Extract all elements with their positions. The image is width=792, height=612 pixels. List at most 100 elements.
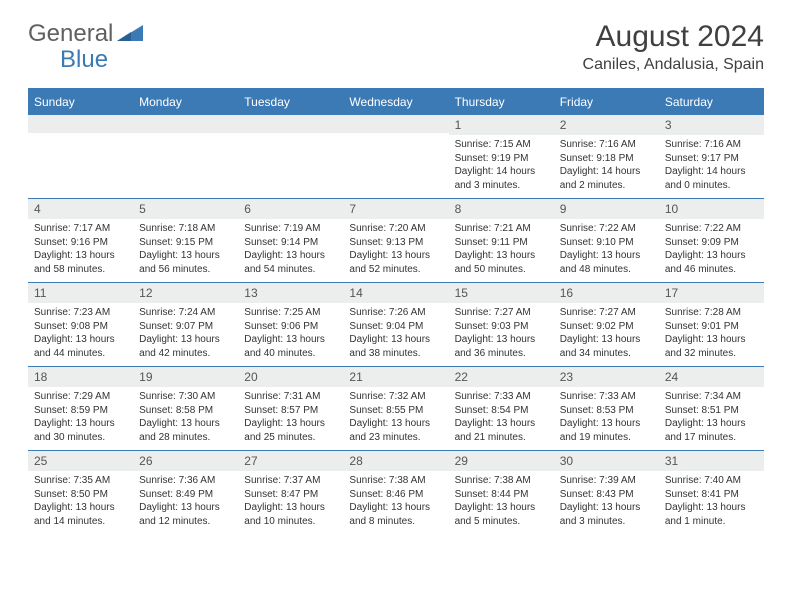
sunrise-text: Sunrise: 7:20 AM	[349, 222, 442, 236]
sunset-text: Sunset: 9:01 PM	[665, 320, 758, 334]
day-info: Sunrise: 7:30 AMSunset: 8:58 PMDaylight:…	[133, 387, 238, 444]
sunrise-text: Sunrise: 7:38 AM	[349, 474, 442, 488]
sunset-text: Sunset: 8:51 PM	[665, 404, 758, 418]
day-cell: 17 Sunrise: 7:28 AMSunset: 9:01 PMDayligh…	[659, 283, 764, 366]
day-info: Sunrise: 7:39 AMSunset: 8:43 PMDaylight:…	[554, 471, 659, 528]
sunrise-text: Sunrise: 7:40 AM	[665, 474, 758, 488]
sunrise-text: Sunrise: 7:37 AM	[244, 474, 337, 488]
daylight-text: Daylight: 13 hours and 48 minutes.	[560, 249, 653, 276]
sunset-text: Sunset: 9:04 PM	[349, 320, 442, 334]
day-cell: 25Sunrise: 7:35 AMSunset: 8:50 PMDayligh…	[28, 451, 133, 534]
day-cell: 6Sunrise: 7:19 AMSunset: 9:14 PMDaylight…	[238, 199, 343, 282]
sunset-text: Sunset: 8:58 PM	[139, 404, 232, 418]
day-number: 2	[554, 115, 659, 135]
daylight-text: Daylight: 13 hours and 23 minutes.	[349, 417, 442, 444]
sunset-text: Sunset: 9:06 PM	[244, 320, 337, 334]
logo-text-1: General	[28, 20, 113, 48]
sunset-text: Sunset: 9:14 PM	[244, 236, 337, 250]
day-info: Sunrise: 7:20 AMSunset: 9:13 PMDaylight:…	[343, 219, 448, 276]
day-cell: 26Sunrise: 7:36 AMSunset: 8:49 PMDayligh…	[133, 451, 238, 534]
day-info: Sunrise: 7:15 AMSunset: 9:19 PMDaylight:…	[449, 135, 554, 192]
sunrise-text: Sunrise: 7:32 AM	[349, 390, 442, 404]
day-info: Sunrise: 7:37 AMSunset: 8:47 PMDaylight:…	[238, 471, 343, 528]
sunrise-text: Sunrise: 7:35 AM	[34, 474, 127, 488]
weeks-container: 1Sunrise: 7:15 AMSunset: 9:19 PMDaylight…	[28, 114, 764, 534]
day-number: 4	[28, 199, 133, 219]
day-info: Sunrise: 7:33 AMSunset: 8:53 PMDaylight:…	[554, 387, 659, 444]
day-number: 13	[238, 283, 343, 303]
daylight-text: Daylight: 13 hours and 46 minutes.	[665, 249, 758, 276]
sunset-text: Sunset: 9:15 PM	[139, 236, 232, 250]
day-info: Sunrise: 7:16 AMSunset: 9:17 PMDaylight:…	[659, 135, 764, 192]
daylight-text: Daylight: 13 hours and 30 minutes.	[34, 417, 127, 444]
sunset-text: Sunset: 9:16 PM	[34, 236, 127, 250]
day-number: 23	[554, 367, 659, 387]
day-number: 16	[554, 283, 659, 303]
sunset-text: Sunset: 8:49 PM	[139, 488, 232, 502]
daylight-text: Daylight: 13 hours and 21 minutes.	[455, 417, 548, 444]
sunrise-text: Sunrise: 7:31 AM	[244, 390, 337, 404]
daylight-text: Daylight: 13 hours and 3 minutes.	[560, 501, 653, 528]
day-cell: 9Sunrise: 7:22 AMSunset: 9:10 PMDaylight…	[554, 199, 659, 282]
day-info: Sunrise: 7:18 AMSunset: 9:15 PMDaylight:…	[133, 219, 238, 276]
day-info: Sunrise: 7:38 AMSunset: 8:46 PMDaylight:…	[343, 471, 448, 528]
day-number: 1	[449, 115, 554, 135]
header: General Blue August 2024 Caniles, Andalu…	[0, 0, 792, 82]
day-info: Sunrise: 7:35 AMSunset: 8:50 PMDaylight:…	[28, 471, 133, 528]
daylight-text: Daylight: 13 hours and 52 minutes.	[349, 249, 442, 276]
daylight-text: Daylight: 14 hours and 0 minutes.	[665, 165, 758, 192]
day-number: 5	[133, 199, 238, 219]
day-cell: 24Sunrise: 7:34 AMSunset: 8:51 PMDayligh…	[659, 367, 764, 450]
dow-wed: Wednesday	[343, 90, 448, 114]
day-number	[238, 115, 343, 133]
day-number: 20	[238, 367, 343, 387]
sunset-text: Sunset: 8:41 PM	[665, 488, 758, 502]
daylight-text: Daylight: 13 hours and 32 minutes.	[665, 333, 758, 360]
day-info: Sunrise: 7:38 AMSunset: 8:44 PMDaylight:…	[449, 471, 554, 528]
day-cell: 14Sunrise: 7:26 AMSunset: 9:04 PMDayligh…	[343, 283, 448, 366]
day-cell: 10Sunrise: 7:22 AMSunset: 9:09 PMDayligh…	[659, 199, 764, 282]
sunset-text: Sunset: 9:09 PM	[665, 236, 758, 250]
daylight-text: Daylight: 13 hours and 17 minutes.	[665, 417, 758, 444]
day-cell	[343, 115, 448, 198]
day-cell	[133, 115, 238, 198]
day-info: Sunrise: 7:34 AMSunset: 8:51 PMDaylight:…	[659, 387, 764, 444]
sunset-text: Sunset: 9:11 PM	[455, 236, 548, 250]
daylight-text: Daylight: 13 hours and 8 minutes.	[349, 501, 442, 528]
calendar: Sunday Monday Tuesday Wednesday Thursday…	[28, 88, 764, 534]
day-number: 17	[659, 283, 764, 303]
sunrise-text: Sunrise: 7:38 AM	[455, 474, 548, 488]
logo: General Blue	[28, 20, 143, 48]
day-info: Sunrise: 7:25 AMSunset: 9:06 PMDaylight:…	[238, 303, 343, 360]
dow-sun: Sunday	[28, 90, 133, 114]
day-cell: 3Sunrise: 7:16 AMSunset: 9:17 PMDaylight…	[659, 115, 764, 198]
daylight-text: Daylight: 13 hours and 10 minutes.	[244, 501, 337, 528]
daylight-text: Daylight: 14 hours and 3 minutes.	[455, 165, 548, 192]
day-info: Sunrise: 7:40 AMSunset: 8:41 PMDaylight:…	[659, 471, 764, 528]
day-cell: 19Sunrise: 7:30 AMSunset: 8:58 PMDayligh…	[133, 367, 238, 450]
day-number: 6	[238, 199, 343, 219]
daylight-text: Daylight: 13 hours and 44 minutes.	[34, 333, 127, 360]
day-number: 8	[449, 199, 554, 219]
day-cell: 27Sunrise: 7:37 AMSunset: 8:47 PMDayligh…	[238, 451, 343, 534]
day-info: Sunrise: 7:16 AMSunset: 9:18 PMDaylight:…	[554, 135, 659, 192]
day-info: Sunrise: 7:36 AMSunset: 8:49 PMDaylight:…	[133, 471, 238, 528]
day-number: 9	[554, 199, 659, 219]
day-cell: 23Sunrise: 7:33 AMSunset: 8:53 PMDayligh…	[554, 367, 659, 450]
day-cell: 4Sunrise: 7:17 AMSunset: 9:16 PMDaylight…	[28, 199, 133, 282]
sunrise-text: Sunrise: 7:28 AM	[665, 306, 758, 320]
day-number: 21	[343, 367, 448, 387]
title-block: August 2024 Caniles, Andalusia, Spain	[583, 20, 764, 74]
daylight-text: Daylight: 13 hours and 12 minutes.	[139, 501, 232, 528]
day-number: 14	[343, 283, 448, 303]
daylight-text: Daylight: 13 hours and 14 minutes.	[34, 501, 127, 528]
sunrise-text: Sunrise: 7:30 AM	[139, 390, 232, 404]
day-number: 26	[133, 451, 238, 471]
day-cell: 21Sunrise: 7:32 AMSunset: 8:55 PMDayligh…	[343, 367, 448, 450]
daylight-text: Daylight: 13 hours and 40 minutes.	[244, 333, 337, 360]
day-info: Sunrise: 7:27 AMSunset: 9:02 PMDaylight:…	[554, 303, 659, 360]
day-info: Sunrise: 7:27 AMSunset: 9:03 PMDaylight:…	[449, 303, 554, 360]
day-cell: 12Sunrise: 7:24 AMSunset: 9:07 PMDayligh…	[133, 283, 238, 366]
day-cell: 29Sunrise: 7:38 AMSunset: 8:44 PMDayligh…	[449, 451, 554, 534]
day-info: Sunrise: 7:22 AMSunset: 9:09 PMDaylight:…	[659, 219, 764, 276]
